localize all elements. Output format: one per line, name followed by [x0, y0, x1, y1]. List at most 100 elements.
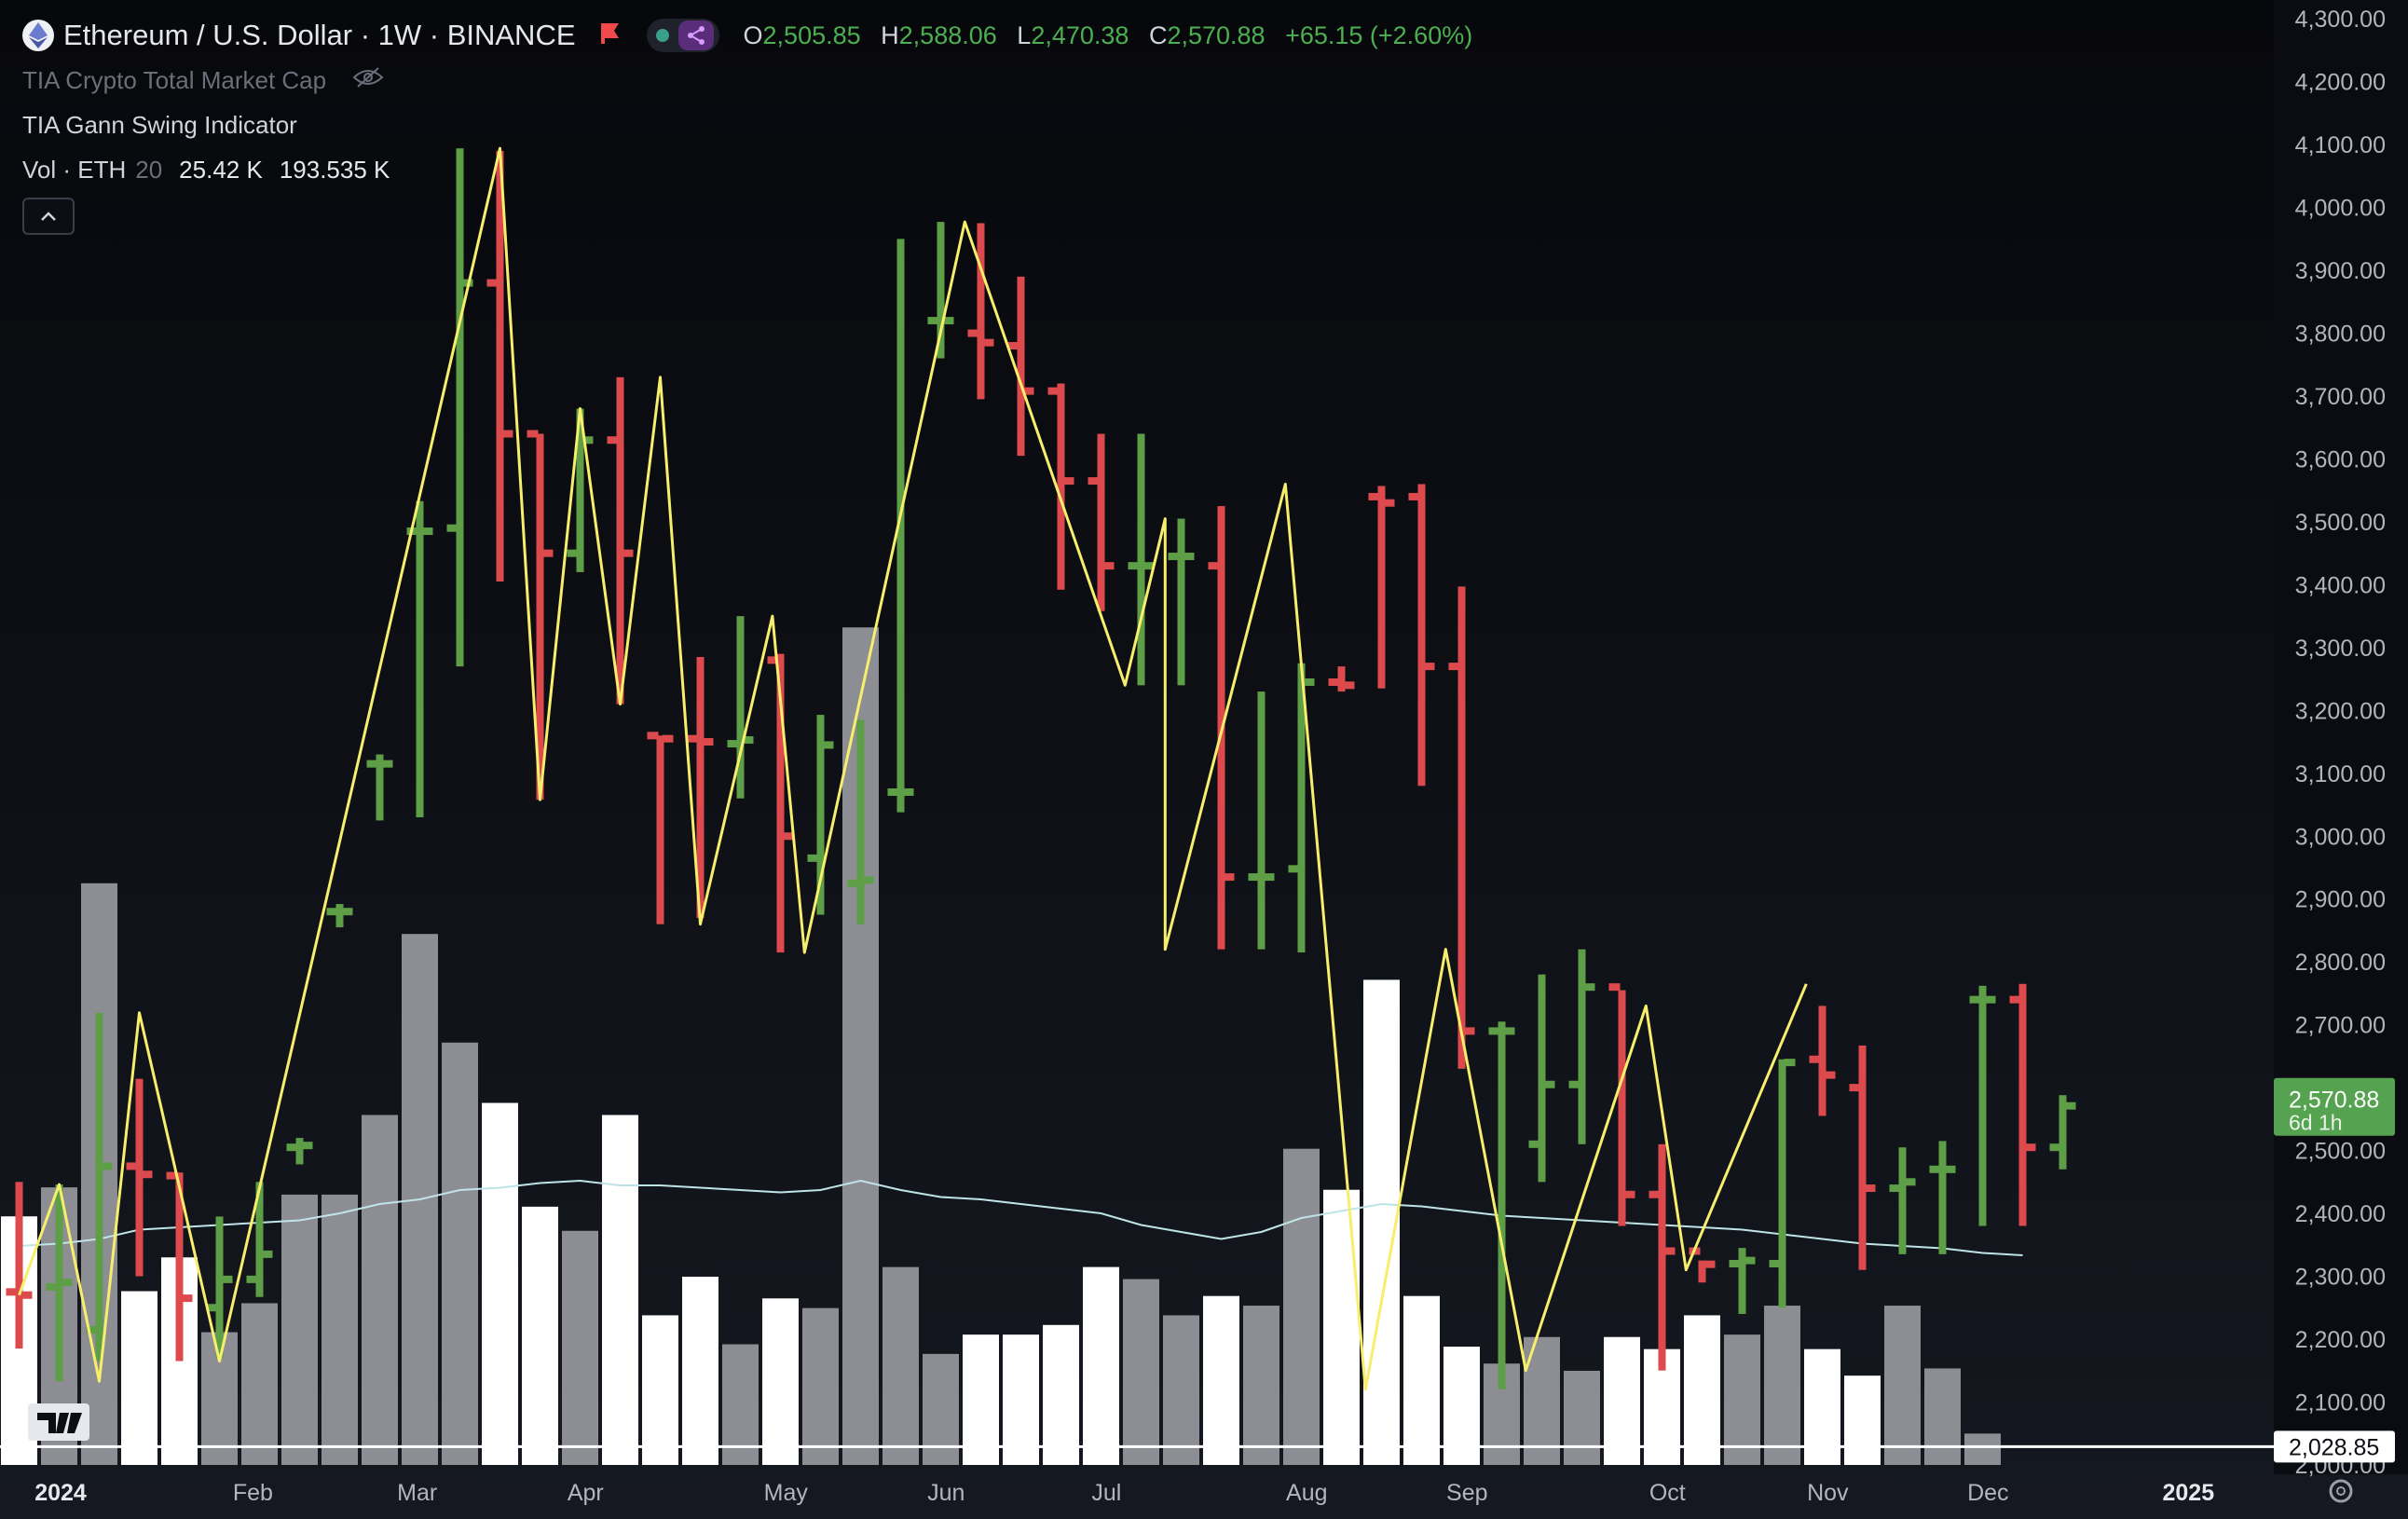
volume-bar	[442, 1042, 478, 1465]
volume-bar	[1884, 1306, 1921, 1465]
time-tick-label: Nov	[1807, 1480, 1849, 1506]
indicator-row-gann[interactable]: TIA Gann Swing Indicator	[22, 103, 1472, 147]
volume-bar	[1203, 1295, 1239, 1465]
ohlc-bar-close-tick	[1663, 1247, 1676, 1255]
ohlc-bar-close-tick	[782, 832, 794, 841]
ohlc-bar-range	[215, 1216, 224, 1359]
ohlc-bar-open-tick	[607, 436, 619, 445]
ohlc-bar-open-tick	[527, 430, 539, 438]
volume-bar	[1083, 1266, 1119, 1465]
indicator-label[interactable]: TIA Crypto Total Market Cap	[22, 65, 327, 94]
time-tick-label: Dec	[1967, 1480, 2008, 1506]
ohlc-bar-range	[2059, 1095, 2067, 1170]
price-tick-label: 3,500.00	[2295, 510, 2386, 536]
ohlc-bar-close-tick	[1824, 1071, 1836, 1079]
ohlc-bar-range	[135, 1078, 144, 1277]
ohlc-bar-range	[1738, 1248, 1746, 1314]
ohlc-bar	[1889, 1147, 1916, 1254]
price-tick-label: 3,100.00	[2295, 761, 2386, 787]
tradingview-logo[interactable]	[28, 1403, 89, 1441]
ohlc-bar-range	[255, 1182, 264, 1297]
ohlc-bar-open-tick	[1007, 342, 1019, 350]
ohlc-bar	[1168, 518, 1195, 686]
symbol-title[interactable]: Ethereum / U.S. Dollar · 1W · BINANCE	[63, 19, 576, 51]
ohlc-bar-open-tick	[1288, 865, 1300, 873]
time-tick-label: Jul	[1091, 1480, 1121, 1506]
ohlc-bar-range	[896, 239, 905, 813]
ohlc-bar	[2009, 983, 2036, 1226]
collapse-legend-button[interactable]	[22, 198, 75, 235]
volume-bar	[802, 1307, 839, 1465]
ohlc-bar-range	[376, 754, 384, 821]
price-tick-label: 3,000.00	[2295, 824, 2386, 850]
ohlc-bar-close-tick	[1022, 387, 1034, 395]
indicator-label[interactable]: TIA Gann Swing Indicator	[22, 110, 297, 139]
status-dot-icon	[655, 29, 669, 42]
ohlc-bar-close-tick	[1503, 1027, 1515, 1035]
ohlc-bar	[286, 1138, 313, 1165]
price-axis-panel[interactable]	[2274, 0, 2408, 1474]
settings-gear-icon[interactable]	[2329, 1479, 2353, 1503]
indicator-row-market-cap[interactable]: TIA Crypto Total Market Cap	[22, 58, 1472, 103]
ohlc-bar	[1929, 1141, 1956, 1254]
ohlc-bar-open-tick	[1088, 477, 1100, 486]
ohlc-bar-close-tick	[1223, 873, 1235, 882]
share-icon[interactable]	[677, 21, 714, 50]
volume-bar	[1964, 1433, 2001, 1465]
indicator-row-volume[interactable]: Vol · ETH 20 25.42 K 193.535 K	[22, 147, 1472, 192]
ohlc-bar	[1809, 1006, 1836, 1116]
current-price-label: 2,570.88	[2289, 1088, 2379, 1114]
ohlc-bar	[366, 754, 393, 821]
ohlc-bar-range	[937, 222, 945, 359]
volume-bar	[1003, 1334, 1039, 1465]
indicator-toggle-pill[interactable]	[646, 19, 719, 52]
ohlc-bar	[1608, 983, 1635, 1226]
volume-bar	[1684, 1315, 1720, 1465]
ohlc-bar-range	[1017, 276, 1025, 457]
ohlc-bar	[1969, 985, 1996, 1226]
ohlc-bar-range	[496, 150, 504, 582]
low-label: L	[1017, 21, 1032, 49]
ohlc-bar-range	[1417, 484, 1426, 787]
ohlc-bar-close-tick	[1102, 562, 1115, 570]
ohlc-bar-open-tick	[446, 524, 458, 532]
ohlc-bar	[607, 376, 634, 705]
ohlc-bar-open-tick	[1047, 387, 1060, 395]
volume-bar	[1363, 979, 1400, 1465]
eye-off-icon[interactable]	[352, 66, 384, 95]
ohlc-bar-range	[856, 719, 865, 924]
ohlc-bar-range	[1818, 1006, 1827, 1116]
ohlc-bar-range	[1538, 974, 1546, 1183]
ohlc-bar-open-tick	[567, 549, 579, 557]
time-axis[interactable]: 2024 Feb Mar Apr May Jun Jul Aug Sep Oct Nov Dec 202…	[34, 1480, 2214, 1506]
volume-bar	[362, 1115, 398, 1465]
ohlc-bar-close-tick	[2024, 1143, 2036, 1152]
price-tick-label: 4,000.00	[2295, 196, 2386, 222]
ohlc-bar	[847, 719, 874, 924]
ohlc-bar-range	[1257, 691, 1266, 950]
price-tick-label: 3,900.00	[2295, 258, 2386, 284]
ohlc-bar-close-tick	[1543, 1080, 1555, 1088]
volume-ma-value: 193.535 K	[279, 155, 390, 184]
flag-icon[interactable]	[598, 21, 623, 51]
ohlc-bar-close-tick	[1744, 1256, 1756, 1265]
ohlc-bar-range	[1177, 518, 1185, 686]
volume-bar	[482, 1102, 518, 1465]
ohlc-bar-close-tick	[1383, 499, 1395, 507]
ohlc-bar-range	[2018, 983, 2027, 1226]
ohlc-bar-range	[776, 653, 785, 953]
price-tick-label: 2,200.00	[2295, 1327, 2386, 1353]
time-tick-label: Oct	[1649, 1480, 1686, 1506]
ohlc-bar	[166, 1171, 193, 1362]
ohlc-bar-close-tick	[662, 734, 674, 743]
ohlc-bar-range	[1898, 1147, 1907, 1254]
ohlc-bar-close-tick	[1343, 681, 1355, 690]
open-label: O	[743, 21, 763, 49]
ohlc-bar	[687, 656, 714, 918]
price-tick-label: 2,700.00	[2295, 1013, 2386, 1039]
bar-countdown-label: 6d 1h	[2289, 1111, 2343, 1135]
volume-label[interactable]: Vol · ETH	[22, 155, 127, 184]
ohlc-bar-close-tick	[1703, 1260, 1716, 1268]
volume-bar	[1123, 1279, 1159, 1465]
